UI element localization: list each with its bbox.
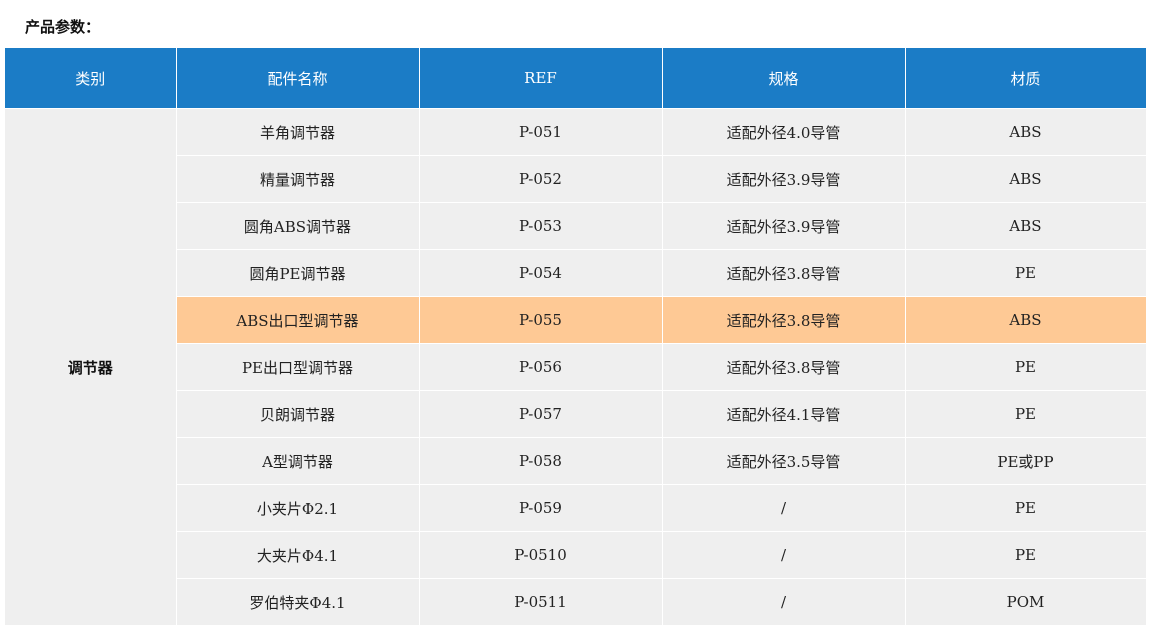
spec-cell: 适配外径4.0导管 (661, 108, 906, 156)
header-spec: 规格 (661, 48, 906, 109)
ref-cell: P-0511 (418, 578, 663, 626)
part-name-cell: 大夹片Φ4.1 (176, 531, 420, 579)
ref-cell: P-052 (418, 155, 663, 203)
material-cell: PE (904, 484, 1147, 532)
table-row: A型调节器 P-058 适配外径3.5导管 PE或PP (5, 437, 1147, 485)
table-row: ABS出口型调节器 P-055 适配外径3.8导管 ABS (5, 296, 1147, 344)
spec-cell: / (661, 531, 906, 579)
material-cell: POM (904, 578, 1147, 626)
part-name-cell: PE出口型调节器 (176, 343, 420, 391)
ref-cell: P-0510 (418, 531, 663, 579)
table-row: 小夹片Φ2.1 P-059/PE (5, 484, 1147, 532)
material-cell: ABS (904, 202, 1147, 250)
table-row: 调节器 羊角调节器 P-051 适配外径4.0导管 ABS (5, 108, 1147, 626)
spec-cell: 适配外径3.8导管 (661, 296, 906, 344)
part-name-cell: A型调节器 (176, 437, 420, 485)
spec-cell: 适配外径3.8导管 (661, 249, 906, 297)
material-cell: ABS (904, 108, 1147, 156)
ref-cell: P-054 (418, 249, 663, 297)
table-row: PE出口型调节器 P-056 适配外径3.8导管 PE (5, 343, 1147, 391)
part-name-cell: 精量调节器 (176, 155, 420, 203)
spec-cell: 适配外径3.8导管 (661, 343, 906, 391)
spec-cell: 适配外径3.9导管 (661, 202, 906, 250)
part-name-cell: 小夹片Φ2.1 (176, 484, 420, 532)
material-cell: ABS (904, 155, 1147, 203)
part-name-cell: 罗伯特夹Φ4.1 (176, 578, 420, 626)
material-cell: PE (904, 390, 1147, 438)
spec-cell: / (661, 484, 906, 532)
product-params-table: 类别 配件名称 REF 规格 材质 调节器 羊角调节器 P-051 适配外径4.0导管… (5, 48, 1147, 626)
spec-cell: 适配外径4.1导管 (661, 390, 906, 438)
ref-cell: P-056 (418, 343, 663, 391)
material-cell: PE (904, 343, 1147, 391)
part-name-cell: 圆角ABS调节器 (176, 202, 420, 250)
table-row: 罗伯特夹Φ4.1 P-0511/POM (5, 578, 1147, 626)
part-name-cell: 圆角PE调节器 (176, 249, 420, 297)
table-row: 圆角ABS调节器 P-053 适配外径3.9导管 ABS (5, 202, 1147, 250)
header-category: 类别 (5, 48, 177, 109)
table-header: 类别 配件名称 REF 规格 材质 (5, 48, 1147, 109)
part-name-cell: 贝朗调节器 (176, 390, 420, 438)
header-ref: REF (418, 48, 663, 109)
ref-cell: P-053 (418, 202, 663, 250)
ref-cell: P-059 (418, 484, 663, 532)
material-cell: PE (904, 531, 1147, 579)
spec-cell: / (661, 578, 906, 626)
table-row: 贝朗调节器 P-057 适配外径4.1导管 PE (5, 390, 1147, 438)
header-material: 材质 (904, 48, 1147, 109)
ref-cell: P-057 (418, 390, 663, 438)
material-cell: ABS (904, 296, 1147, 344)
ref-cell: P-051 (418, 108, 663, 156)
category-cell: 调节器 (5, 108, 177, 626)
section-title: 产品参数： (25, 18, 101, 36)
spec-cell: 适配外径3.9导管 (661, 155, 906, 203)
part-name-cell: 羊角调节器 (175, 108, 420, 156)
spec-cell: 适配外径3.5导管 (661, 437, 906, 485)
table-row: 精量调节器 P-052 适配外径3.9导管 ABS (5, 155, 1147, 203)
material-cell: PE (904, 249, 1147, 297)
part-name-cell: ABS出口型调节器 (176, 296, 420, 344)
ref-cell: P-055 (418, 296, 663, 344)
table-row: 大夹片Φ4.1 P-0510/PE (5, 531, 1147, 579)
table-row: 圆角PE调节器 P-054 适配外径3.8导管 PE (5, 249, 1147, 297)
ref-cell: P-058 (418, 437, 663, 485)
material-cell: PE或PP (904, 437, 1147, 485)
header-part-name: 配件名称 (175, 48, 420, 109)
